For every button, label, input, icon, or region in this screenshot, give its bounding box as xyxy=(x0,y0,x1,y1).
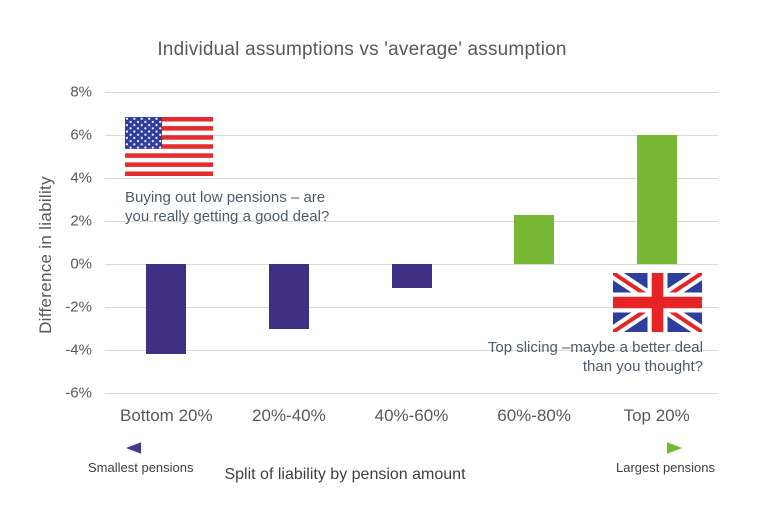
y-tick-label: 4% xyxy=(70,169,92,187)
bar-20-40- xyxy=(268,264,309,329)
y-tick-label: 8% xyxy=(70,83,92,101)
x-tick-label: 40%-60% xyxy=(374,406,449,425)
chart-title: Individual assumptions vs 'average' assu… xyxy=(157,39,567,60)
gridline xyxy=(105,393,718,394)
arrowhead-right-icon xyxy=(667,442,682,454)
y-tick-label: 6% xyxy=(70,126,92,144)
bar-60-80- xyxy=(514,214,555,264)
largest-pensions-label: Largest pensions xyxy=(615,460,715,475)
annotation-topslice: Top slicing –maybe a better deal than yo… xyxy=(488,338,703,376)
y-tick-label: -6% xyxy=(65,384,92,402)
annotation-buyout-line1: Buying out low pensions – are xyxy=(125,189,326,206)
smallest-pensions-label: Smallest pensions xyxy=(88,460,194,475)
x-tick-label: Top 20% xyxy=(623,406,690,425)
annotation-topslice-line2: than you thought? xyxy=(582,358,703,375)
gridline xyxy=(105,307,718,308)
y-tick-label: 2% xyxy=(70,212,92,230)
x-tick-label: 20%-40% xyxy=(252,406,326,425)
annotation-buyout: Buying out low pensions – are you really… xyxy=(125,188,329,226)
y-tick-label: 0% xyxy=(70,255,92,273)
gridline xyxy=(105,221,718,222)
annotation-buyout-line2: you really getting a good deal? xyxy=(125,208,330,225)
x-tick-label: Bottom 20% xyxy=(119,406,213,425)
uk-flag-icon xyxy=(613,273,702,332)
pension-size-arrow xyxy=(126,442,682,454)
gridline xyxy=(105,350,718,351)
annotation-topslice-line1: Top slicing –maybe a better deal xyxy=(487,339,703,356)
x-tick-label: 60%-80% xyxy=(497,406,571,425)
gridline xyxy=(105,178,718,179)
arrowhead-left-icon xyxy=(126,442,141,454)
y-tick-label: -4% xyxy=(65,341,92,359)
bar-40-60- xyxy=(391,264,432,288)
bar-top-20- xyxy=(636,135,677,264)
gridline xyxy=(105,92,718,93)
bar-bottom-20- xyxy=(146,264,187,355)
us-flag-icon xyxy=(125,117,213,176)
y-tick-label: -2% xyxy=(65,298,92,316)
x-axis-title: Split of liability by pension amount xyxy=(224,466,466,483)
gridline xyxy=(105,135,718,136)
